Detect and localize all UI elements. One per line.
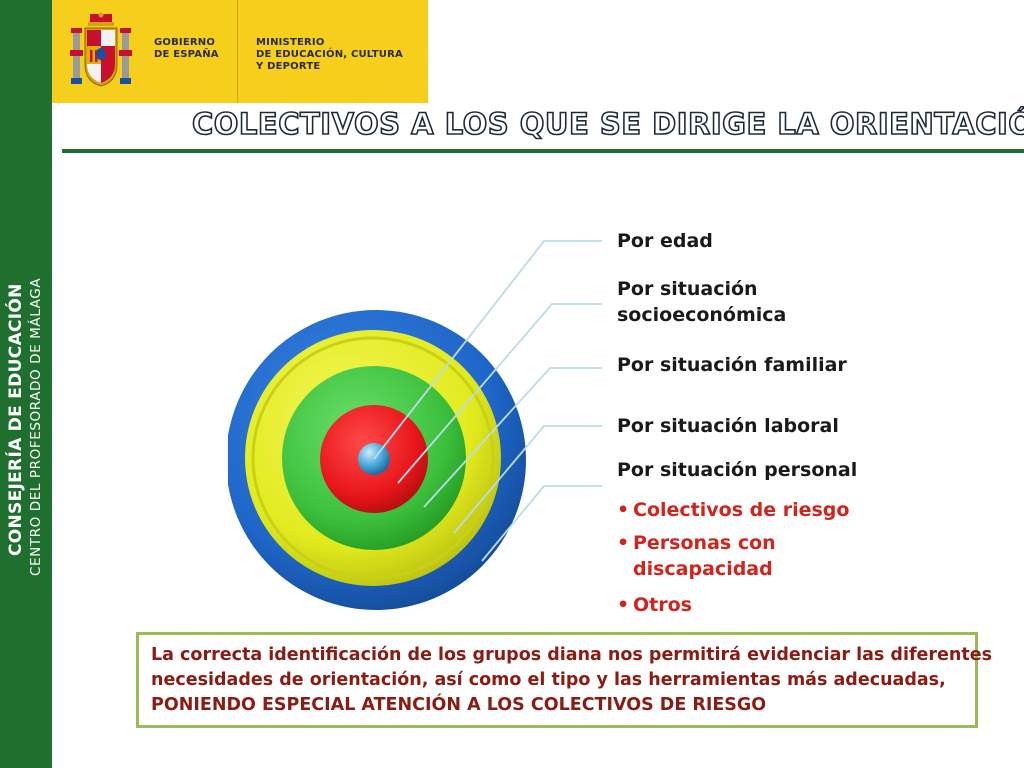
bullet-line: discapacidad: [633, 558, 773, 580]
label-por-situacion-laboral: Por situación laboral: [617, 415, 839, 437]
bullet-line: Personas con: [633, 532, 776, 554]
bullet-personas-con-discapacidad: • Personas con discapacidad: [617, 530, 877, 582]
target-diagram: [228, 240, 602, 610]
bullet-symbol: •: [617, 594, 630, 616]
bullet-symbol: •: [617, 532, 630, 554]
note-box: La correcta identificación de los grupos…: [136, 632, 993, 728]
leader-line-socioeconomica: [397, 303, 602, 484]
ministry-line: Y DEPORTE: [256, 61, 321, 72]
bullet-text: Otros: [633, 594, 692, 616]
ministry-wordmark: MINISTERIO DE EDUCACIÓN, CULTURA Y DEPOR…: [256, 37, 403, 73]
sidebar-subtitle: CENTRO DEL PROFESORADO DE MÁLAGA: [28, 277, 44, 576]
coat-of-arms-icon: [70, 12, 132, 87]
bullet-text: Colectivos de riesgo: [633, 499, 850, 521]
header-banner: GOBIERNO DE ESPAÑA MINISTERIO DE EDUCACI…: [52, 0, 428, 103]
ring-yellow-inner: [251, 336, 495, 580]
target-rings: [228, 310, 526, 610]
leader-line-personal: [481, 485, 602, 562]
header-divider: [237, 0, 238, 103]
bullet-colectivos-de-riesgo: • Colectivos de riesgo: [617, 497, 877, 523]
bullet-symbol: •: [617, 499, 630, 521]
leader-line-familiar: [423, 367, 602, 508]
leader-line-edad: [373, 240, 602, 460]
ministry-line: MINISTERIO: [256, 37, 325, 48]
ministry-line: DE EDUCACIÓN, CULTURA: [256, 49, 403, 60]
leader-line-laboral: [453, 425, 602, 534]
label-por-situacion-familiar: Por situación familiar: [617, 354, 847, 376]
note-line: La correcta identificación de los grupos…: [151, 645, 993, 665]
gov-line: DE ESPAÑA: [154, 49, 219, 60]
label-line: Por situación: [617, 278, 758, 300]
note-line-emphasis: PONIENDO ESPECIAL ATENCIÓN A LOS COLECTI…: [151, 695, 767, 715]
slide-title: COLECTIVOS A LOS QUE SE DIRIGE LA ORIENT…: [191, 106, 1024, 142]
label-line: socioeconómica: [617, 304, 787, 326]
title-underline: [62, 149, 1024, 153]
gov-line: GOBIERNO: [154, 37, 216, 48]
label-por-edad: Por edad: [617, 230, 713, 252]
bullet-otros: • Otros: [617, 592, 877, 618]
sidebar-band: [0, 0, 52, 768]
note-text: La correcta identificación de los grupos…: [151, 643, 993, 718]
sidebar-title: CONSEJERÍA DE EDUCACIÓN: [6, 283, 26, 556]
label-por-situacion-socioeconomica: Por situación socioeconómica: [617, 276, 786, 328]
government-wordmark: GOBIERNO DE ESPAÑA: [154, 37, 219, 61]
sidebar-text: CONSEJERÍA DE EDUCACIÓN CENTRO DEL PROFE…: [0, 0, 52, 768]
label-por-situacion-personal: Por situación personal: [617, 459, 858, 481]
bullet-text: Personas con discapacidad: [633, 530, 776, 582]
leader-lines: [373, 240, 602, 562]
note-line: necesidades de orientación, así como el …: [151, 670, 946, 690]
